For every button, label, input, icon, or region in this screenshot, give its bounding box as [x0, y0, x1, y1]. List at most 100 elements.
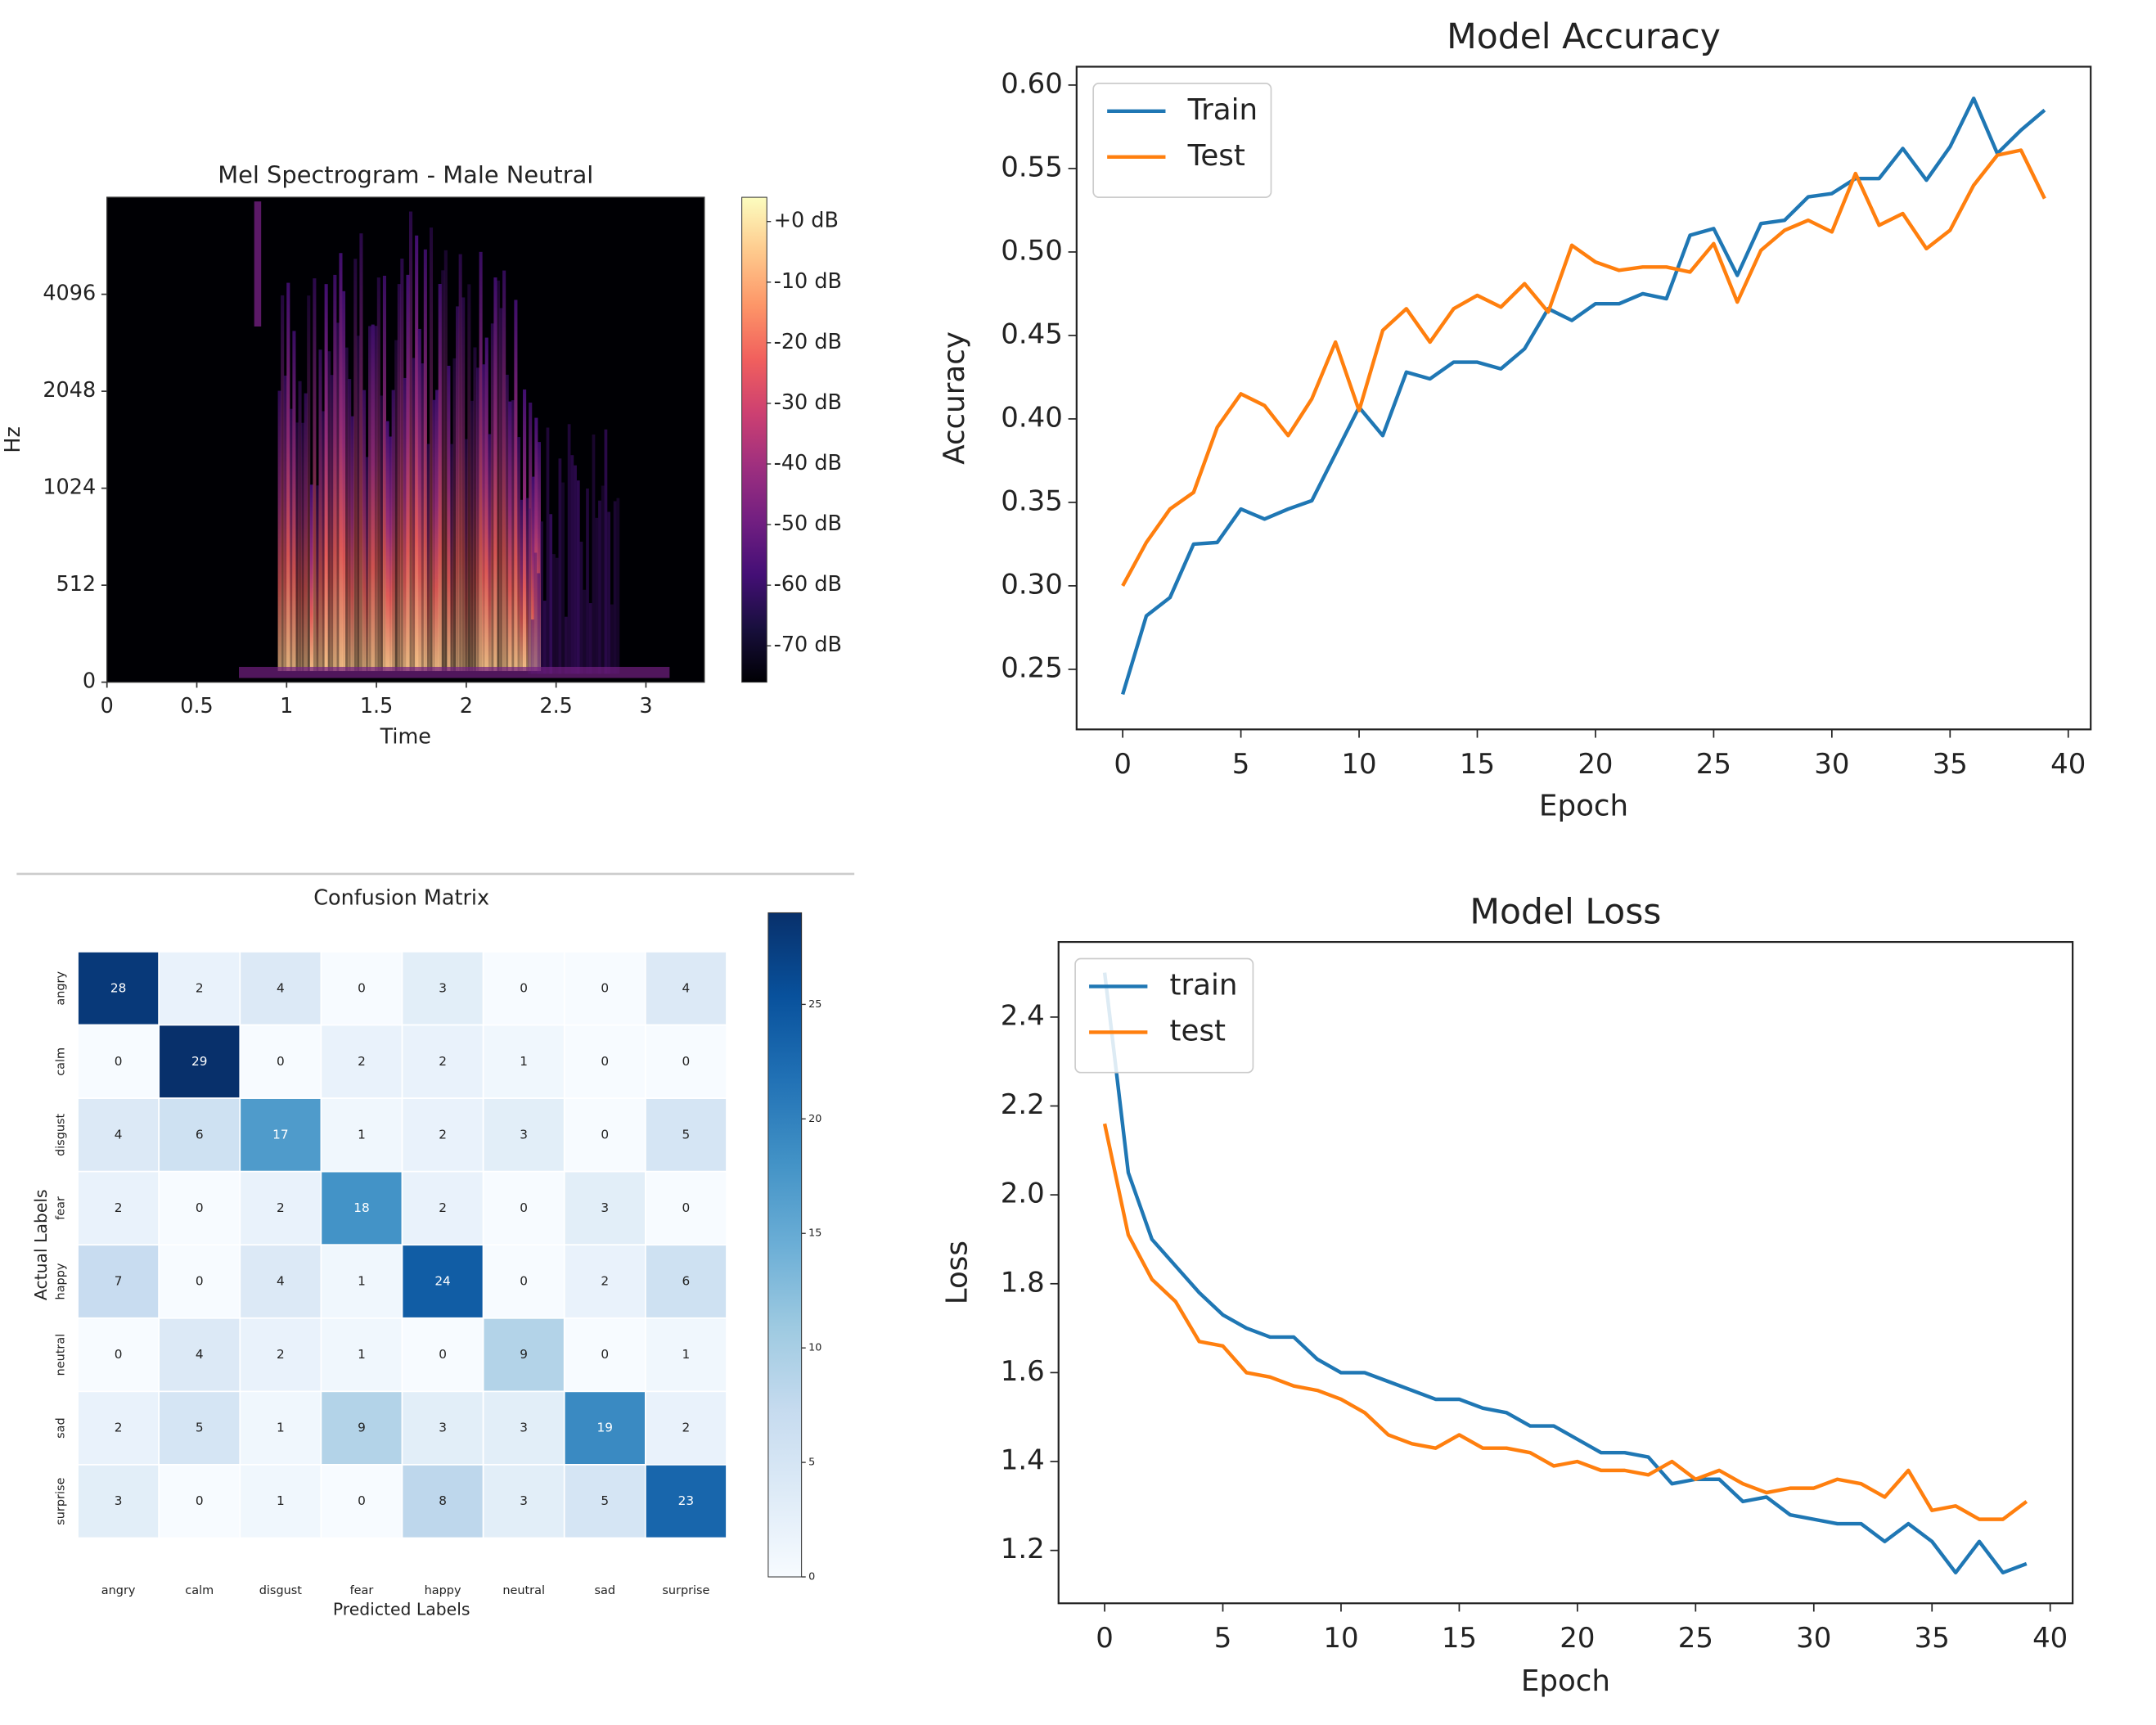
- heatmap-cell: [239, 1317, 322, 1393]
- spectrogram-stripe: [394, 340, 398, 672]
- spectrogram-stripe: [601, 485, 605, 674]
- heatmap-cell: [320, 951, 403, 1026]
- spectrogram-stripe: [528, 508, 531, 674]
- heatmap-cell: [77, 1244, 160, 1319]
- spectrogram-stripe: [449, 444, 453, 672]
- spectrogram-stripe: [277, 390, 281, 672]
- heatmap-cell: [563, 1024, 646, 1099]
- colorbar-tick-label: -40 dB: [774, 451, 842, 475]
- heatmap-cell: [77, 1170, 160, 1246]
- x-tick-label: happy: [425, 1584, 461, 1597]
- spectrogram-stripe: [470, 400, 474, 672]
- y-tick-label: fear: [55, 1196, 68, 1220]
- heatmap-cell: [644, 1097, 727, 1173]
- spectrogram-stripe: [564, 616, 568, 674]
- chart-title: Model Loss: [1470, 893, 1661, 933]
- cell-label: 28: [110, 980, 126, 995]
- spectrogram-stripe: [523, 389, 527, 672]
- spectrogram-stripe: [385, 421, 389, 672]
- cell-label: 0: [196, 1274, 204, 1289]
- cell-label: 0: [520, 1274, 528, 1289]
- axes-frame: [1057, 941, 2074, 1605]
- cell-label: 0: [601, 1127, 609, 1142]
- spectrogram-stripe: [403, 377, 407, 672]
- cell-label: 23: [678, 1493, 694, 1508]
- spectrogram-stripe: [567, 424, 571, 674]
- colorbar-tick-label: -20 dB: [774, 330, 842, 354]
- spectrogram-stripe: [552, 554, 556, 674]
- spectrogram-stripe: [400, 259, 404, 672]
- spectrogram-stripe: [488, 434, 492, 672]
- cell-label: 17: [272, 1127, 288, 1142]
- cell-label: 0: [196, 1200, 204, 1215]
- heatmap-cell: [77, 1317, 160, 1393]
- cell-label: 18: [353, 1200, 369, 1215]
- spectrogram-stripe: [461, 297, 466, 672]
- cell-label: 0: [277, 1054, 285, 1069]
- colorbar-tick-label: 15: [808, 1227, 821, 1240]
- spectrogram-stripe: [482, 364, 486, 672]
- y-tick-label: 0.25: [1001, 651, 1063, 684]
- chart-title: Model Accuracy: [1447, 17, 1721, 57]
- cell-label: 0: [601, 1347, 609, 1362]
- spectrogram-stripe: [426, 444, 430, 672]
- y-tick-label: 1.2: [1001, 1533, 1045, 1565]
- spectrogram-stripe: [295, 422, 299, 672]
- heatmap-cell: [320, 1390, 403, 1466]
- spectrogram-stripe: [313, 278, 317, 672]
- heatmap-cell: [482, 1244, 565, 1319]
- cell-label: 0: [196, 1493, 204, 1508]
- spectrogram-stripe: [353, 259, 358, 672]
- x-tick-label: 25: [1696, 748, 1731, 781]
- line-series: [1102, 1123, 2028, 1521]
- spectrogram-stripe: [406, 274, 410, 672]
- spectrogram-stripe: [397, 284, 401, 672]
- cell-label: 0: [601, 1054, 609, 1069]
- spectrogram-stripe: [616, 498, 620, 674]
- x-tick-label: 0.5: [180, 694, 213, 718]
- legend-label: Test: [1187, 139, 1245, 173]
- y-tick-label: 1.4: [1001, 1444, 1045, 1477]
- cell-label: 4: [115, 1127, 123, 1142]
- spectrogram-stripe: [604, 429, 608, 674]
- x-tick-label: 0: [101, 694, 114, 718]
- x-tick-label: 0: [1114, 748, 1132, 781]
- colorbar-tick-label: -70 dB: [774, 633, 842, 657]
- spectrogram-stripe: [391, 390, 395, 672]
- y-tick-label: 0.35: [1001, 484, 1063, 517]
- x-tick-label: 5: [1214, 1622, 1232, 1655]
- x-tick-label: 35: [1915, 1622, 1950, 1655]
- spectrogram-stripe: [374, 326, 378, 672]
- x-axis-label: Time: [380, 725, 431, 750]
- spectrogram-stripe: [534, 417, 538, 672]
- y-tick-label: 4096: [43, 281, 96, 306]
- spectrogram-stripe: [281, 295, 285, 672]
- spectrogram-stripe: [292, 331, 296, 672]
- spectrogram-stripe: [479, 251, 483, 672]
- spectrogram-stripe: [254, 201, 262, 327]
- y-axis-label: Hz: [1, 426, 25, 453]
- colorbar-tick-label: -10 dB: [774, 269, 842, 294]
- cell-label: 4: [682, 980, 691, 995]
- spectrogram-stripe: [464, 439, 468, 672]
- cell-label: 3: [520, 1127, 528, 1142]
- spectrogram-stripe: [368, 326, 372, 672]
- spectrogram-stripe: [301, 422, 305, 672]
- spectrogram-stripe: [362, 390, 367, 672]
- spectrogram-stripe: [365, 457, 369, 672]
- cell-label: 3: [439, 980, 447, 995]
- x-tick-label: 25: [1678, 1622, 1713, 1655]
- heatmap-cell: [158, 1464, 241, 1539]
- cell-label: 0: [358, 980, 366, 995]
- heatmap-cell: [644, 1170, 727, 1246]
- spectrogram-stripe: [558, 458, 562, 674]
- spectrogram-stripe: [283, 376, 287, 672]
- spectrogram-stripe: [473, 347, 477, 672]
- y-tick-label: surprise: [55, 1478, 68, 1525]
- spectrogram-stripe: [531, 476, 535, 672]
- heatmap-cell: [239, 1464, 322, 1539]
- spectrogram-stripe: [286, 282, 290, 672]
- spectrogram-stripe: [417, 328, 421, 672]
- spectrogram-stripe: [421, 363, 425, 672]
- y-tick-label: 2048: [43, 378, 96, 403]
